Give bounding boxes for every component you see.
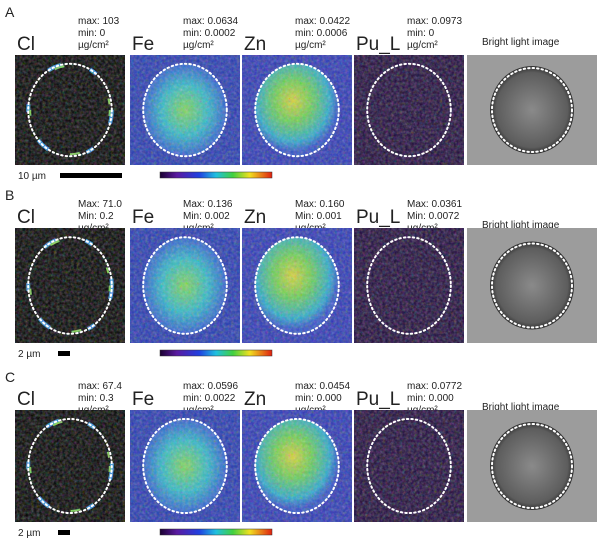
element-name: Cl bbox=[17, 34, 35, 55]
cell-outline bbox=[142, 417, 228, 515]
max-value: Max: 71.0 bbox=[78, 199, 122, 210]
noise bbox=[242, 228, 352, 343]
noise bbox=[242, 55, 352, 165]
max-value: max: 0.0422 bbox=[295, 16, 350, 27]
scale-label: 2 µm bbox=[18, 528, 40, 539]
min-value: min: 0.000 bbox=[407, 393, 454, 404]
scale-bar bbox=[58, 351, 70, 356]
noise bbox=[130, 55, 240, 165]
element-name: Cl bbox=[17, 389, 35, 410]
max-value: max: 0.0454 bbox=[295, 381, 350, 392]
panel-label: A bbox=[5, 4, 15, 20]
scale-label: 10 µm bbox=[18, 171, 46, 182]
noise bbox=[15, 55, 125, 165]
scale-label: 2 µm bbox=[18, 349, 40, 360]
element-name: Pu_L bbox=[356, 207, 400, 228]
scale-bar bbox=[58, 530, 70, 535]
max-value: max: 103 bbox=[78, 16, 120, 27]
max-value: Max: 0.0361 bbox=[407, 199, 462, 210]
panel-label: C bbox=[5, 369, 15, 385]
max-value: Max: 0.136 bbox=[183, 199, 233, 210]
panel-label: B bbox=[5, 187, 14, 203]
element-name: Pu_L bbox=[356, 389, 400, 410]
color-bar bbox=[159, 349, 273, 357]
bright-label: Bright light image bbox=[482, 37, 560, 48]
min-value: Min: 0.0072 bbox=[407, 211, 460, 222]
noise bbox=[130, 410, 240, 522]
cell-outline bbox=[366, 417, 452, 515]
unit: µg/cm² bbox=[183, 40, 214, 51]
cell-outline bbox=[254, 417, 340, 515]
element-name: Pu_L bbox=[356, 34, 400, 55]
cell-outline bbox=[491, 67, 573, 153]
noise bbox=[354, 228, 464, 343]
cell-outline bbox=[142, 62, 228, 158]
min-value: Min: 0.002 bbox=[183, 211, 230, 222]
element-name: Zn bbox=[244, 207, 266, 228]
max-value: max: 67.4 bbox=[78, 381, 122, 392]
cell-outline bbox=[366, 62, 452, 158]
cell-outline bbox=[254, 236, 340, 335]
element-name: Fe bbox=[132, 34, 154, 55]
noise bbox=[130, 228, 240, 343]
element-name: Zn bbox=[244, 34, 266, 55]
cell-outline bbox=[366, 236, 452, 335]
cell-bright bbox=[490, 422, 574, 510]
element-name: Fe bbox=[132, 389, 154, 410]
cell-outline bbox=[27, 417, 113, 515]
element-name: Fe bbox=[132, 207, 154, 228]
max-value: max: 0.0973 bbox=[407, 16, 462, 27]
unit: µg/cm² bbox=[407, 40, 438, 51]
color-bar bbox=[159, 528, 273, 536]
cell-outline bbox=[142, 236, 228, 335]
cell-bright bbox=[490, 241, 574, 330]
min-value: min: 0 bbox=[78, 28, 106, 39]
min-value: min: 0 bbox=[407, 28, 435, 39]
max-value: max: 0.0596 bbox=[183, 381, 238, 392]
bright-label: Bright light image bbox=[482, 220, 560, 231]
cell-outline bbox=[491, 423, 573, 509]
noise bbox=[15, 410, 125, 522]
cell-bright bbox=[490, 66, 574, 154]
cell-outline bbox=[27, 62, 113, 158]
unit: µg/cm² bbox=[78, 40, 109, 51]
cell-outline bbox=[491, 242, 573, 329]
unit: µg/cm² bbox=[295, 40, 326, 51]
element-name: Zn bbox=[244, 389, 266, 410]
scale-bar bbox=[60, 173, 122, 178]
bright-label: Bright light image bbox=[482, 402, 560, 413]
min-value: min: 0.0022 bbox=[183, 393, 236, 404]
noise bbox=[354, 55, 464, 165]
noise bbox=[354, 410, 464, 522]
noise bbox=[15, 228, 125, 343]
min-value: min: 0.0002 bbox=[183, 28, 236, 39]
max-value: max: 0.0772 bbox=[407, 381, 462, 392]
min-value: min: 0.0006 bbox=[295, 28, 348, 39]
max-value: max: 0.0634 bbox=[183, 16, 238, 27]
cell-outline bbox=[254, 62, 340, 158]
color-bar bbox=[159, 171, 273, 179]
min-value: min: 0.000 bbox=[295, 393, 342, 404]
min-value: Min: 0.2 bbox=[78, 211, 114, 222]
noise bbox=[242, 410, 352, 522]
cell-outline bbox=[27, 236, 113, 335]
min-value: min: 0.3 bbox=[78, 393, 114, 404]
min-value: Min: 0.001 bbox=[295, 211, 342, 222]
max-value: Max: 0.160 bbox=[295, 199, 345, 210]
element-name: Cl bbox=[17, 207, 35, 228]
